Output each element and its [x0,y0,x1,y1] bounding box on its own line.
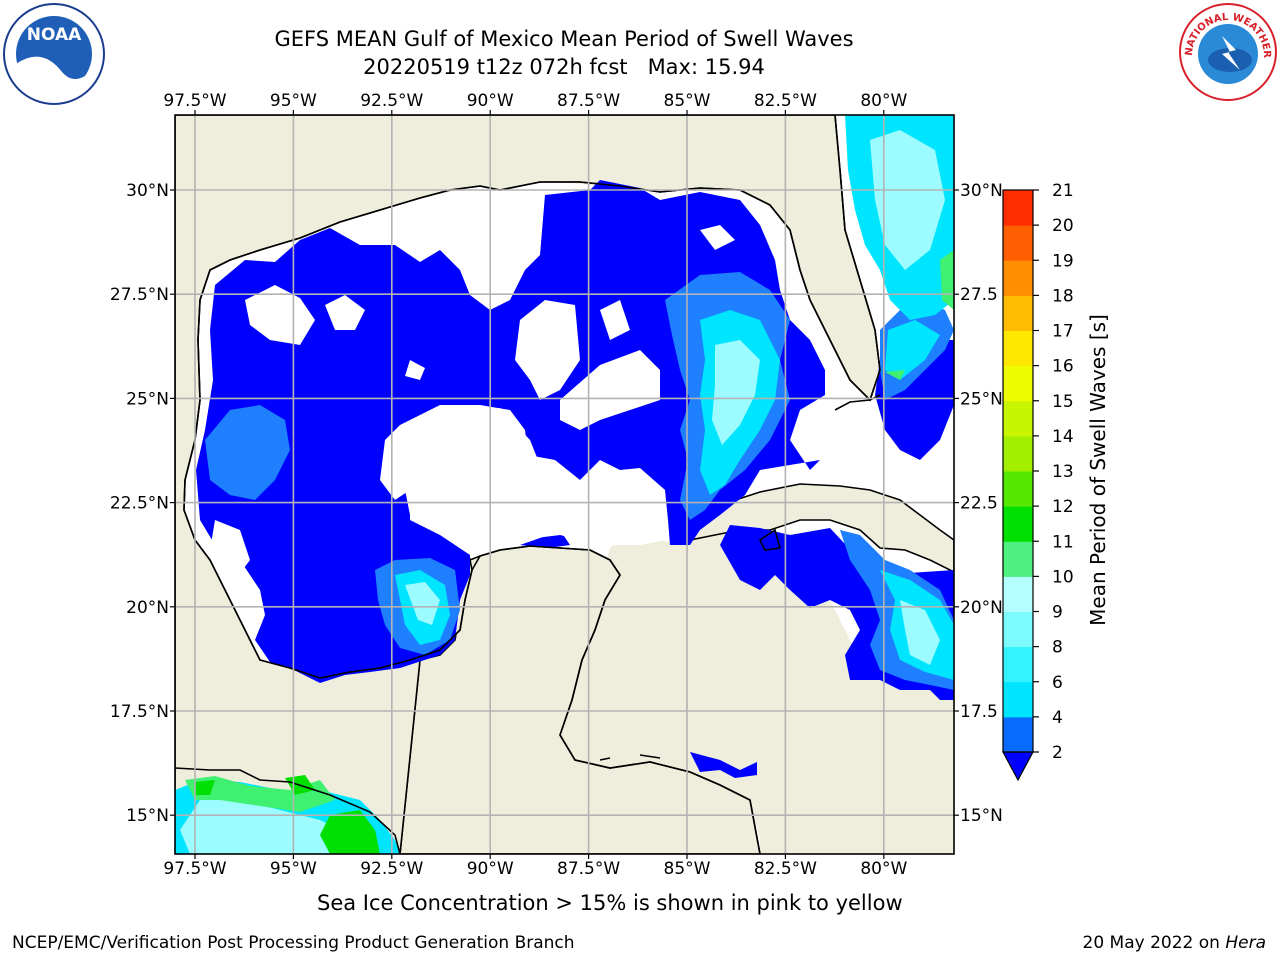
lon-label-bottom: 95°W [270,859,317,879]
colorbar-segment [1003,471,1033,507]
lon-label-bottom: 92.5°W [360,859,423,879]
lon-label-bottom: 87.5°W [557,859,620,879]
swell-field-gaps [210,225,735,580]
lon-label-top: 92.5°W [360,91,423,111]
colorbar-segment [1003,365,1033,402]
lon-label-top: 80°W [860,91,907,111]
lat-label-right: 17.5 [960,702,998,722]
colorbar-label: Mean Period of Swell Waves [s] [1086,314,1110,626]
swell-field-8-9s [180,130,945,854]
lon-labels-bottom: 97.5°W 95°W 92.5°W 90°W 87.5°W 85°W 82.5°W 80°W [163,859,907,879]
nws-logo: NATIONAL WEATHER SERVICE [1178,2,1277,101]
lon-label-bottom: 80°W [860,859,907,879]
colorbar [1001,189,1035,782]
noaa-logo-text: NOAA [27,25,82,45]
colorbar-tick-label: 20 [1052,216,1074,236]
colorbar-segment [1003,716,1033,753]
lat-label-left: 20°N [126,598,169,618]
colorbar-tick-label: 21 [1052,181,1074,201]
colorbar-segment [1003,190,1033,226]
lon-label-top: 85°W [664,91,711,111]
colorbar-tick-label: 16 [1052,357,1074,377]
colorbar-segment [1003,295,1033,331]
lon-label-bottom: 90°W [467,859,514,879]
colorbar-tick-label: 4 [1052,708,1063,728]
colorbar-segment [1003,611,1033,648]
colorbar-tick-label: 12 [1052,497,1074,517]
lat-label-left: 15°N [126,806,169,826]
lat-label-left: 25°N [126,389,169,409]
colorbar-segment [1003,506,1033,542]
lat-label-right: 15°N [960,806,1003,826]
footer-date-text: 20 May 2022 on [1082,933,1220,953]
lon-label-bottom: 97.5°W [163,859,226,879]
map-ticks [170,110,959,859]
lon-label-top: 90°W [467,91,514,111]
colorbar-segment [1003,435,1033,472]
colorbar-tick-label: 14 [1052,427,1074,447]
colorbar-ticks: 2 4 6 8 9 10 11 12 13 14 15 16 17 18 19 20 21 [1033,181,1074,763]
lon-label-top: 87.5°W [557,91,620,111]
lon-label-top: 82.5°W [754,91,817,111]
colorbar-tick-label: 15 [1052,392,1074,412]
chart-subtitle: 20220519 t12z 072h fcst Max: 15.94 [363,55,765,79]
colorbar-under-arrow [1001,751,1035,782]
colorbar-tick-label: 2 [1052,743,1063,763]
footer-credit: NCEP/EMC/Verification Post Processing Pr… [12,933,575,953]
colorbar-tick-label: 10 [1052,567,1074,587]
colorbar-segment [1003,681,1033,718]
lat-label-right: 25°N [960,389,1003,409]
chart-title: GEFS MEAN Gulf of Mexico Mean Period of … [274,27,854,51]
colorbar-tick-label: 18 [1052,286,1074,306]
colorbar-segment [1003,646,1033,683]
lat-label-right: 27.5 [960,285,998,305]
lon-label-top: 97.5°W [163,91,226,111]
colorbar-segment [1003,330,1033,367]
colorbar-tick-label: 13 [1052,462,1074,482]
lon-label-bottom: 82.5°W [754,859,817,879]
lat-label-left: 17.5°N [110,702,169,722]
colorbar-tick-label: 8 [1052,638,1063,658]
footer-host: Hera [1225,933,1266,953]
colorbar-segment [1003,225,1033,261]
sea-ice-note: Sea Ice Concentration > 15% is shown in … [317,891,903,915]
colorbar-tick-label: 9 [1052,603,1063,623]
colorbar-segment [1003,260,1033,296]
colorbar-segment [1003,541,1033,577]
footer-date: 20 May 2022 on Hera [1083,933,1267,953]
lat-labels-left: 30°N 27.5°N 25°N 22.5°N 20°N 17.5°N 15°N [110,181,169,826]
colorbar-tick-label: 17 [1052,322,1074,342]
lon-label-bottom: 85°W [664,859,711,879]
lat-label-right: 30°N [960,181,1003,201]
lat-label-left: 30°N [126,181,169,201]
lat-label-right: 22.5 [960,494,998,514]
lat-labels-right: 30°N 27.5 25°N 22.5 20°N 17.5 15°N [960,181,1003,826]
lon-labels-top: 97.5°W 95°W 92.5°W 90°W 87.5°W 85°W 82.5°W 80°W [163,91,907,111]
colorbar-segment [1003,400,1033,437]
colorbar-tick-label: 6 [1052,673,1063,693]
lat-label-left: 27.5°N [110,285,169,305]
map-frame [174,114,955,855]
colorbar-tick-label: 19 [1052,251,1074,271]
graticule [175,115,954,854]
noaa-logo: NOAA [3,3,105,105]
colorbar-segment [1003,576,1033,612]
lat-label-left: 22.5°N [110,494,169,514]
colorbar-tick-label: 11 [1052,532,1074,552]
lat-label-right: 20°N [960,598,1003,618]
lon-label-top: 95°W [270,91,317,111]
